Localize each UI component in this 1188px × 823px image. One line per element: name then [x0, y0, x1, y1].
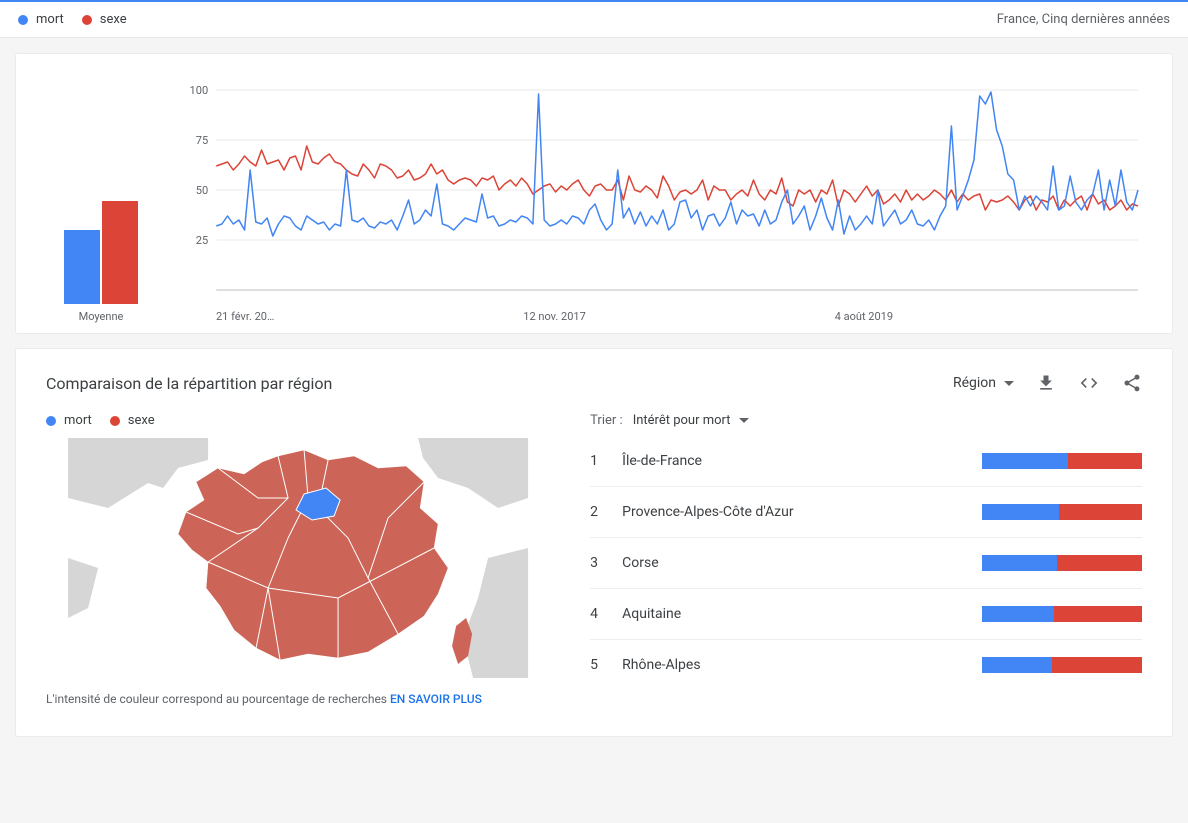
chevron-down-icon — [1004, 381, 1014, 386]
region-row[interactable]: 4 Aquitaine — [590, 589, 1142, 640]
dot-icon — [110, 416, 120, 426]
dot-icon — [18, 15, 28, 25]
line-chart[interactable]: 25 50 75 100 21 févr. 20… 12 nov. 2017 4 ao… — [176, 84, 1142, 323]
share-bar — [982, 657, 1142, 673]
svg-text:75: 75 — [196, 134, 208, 147]
dot-icon — [46, 416, 56, 426]
france-map[interactable] — [46, 438, 550, 678]
region-name: Corse — [622, 555, 964, 571]
legend-label-1: mort — [64, 413, 92, 428]
average-label: Moyenne — [46, 310, 156, 323]
svg-text:25: 25 — [196, 234, 208, 247]
region-name: Aquitaine — [622, 606, 964, 622]
share-bar — [982, 555, 1142, 571]
legend-chip-2: sexe — [82, 12, 127, 27]
legend-chip-1: mort — [46, 413, 92, 428]
location-label: France, Cinq dernières années — [997, 12, 1170, 27]
region-row[interactable]: 3 Corse — [590, 538, 1142, 589]
chevron-down-icon — [739, 418, 749, 423]
map-legend: mort sexe — [46, 413, 550, 428]
svg-text:50: 50 — [196, 184, 208, 197]
x-axis-labels: 21 févr. 20… 12 nov. 2017 4 août 2019 — [176, 304, 1142, 323]
avg-bar-1 — [64, 230, 100, 304]
x-label: 21 févr. 20… — [216, 310, 274, 323]
region-name: Provence-Alpes-Côte d'Azur — [622, 504, 964, 520]
legend-label-2: sexe — [100, 12, 127, 27]
region-rank: 2 — [590, 504, 604, 520]
download-icon[interactable] — [1036, 373, 1056, 393]
legend-chip-1: mort — [18, 12, 64, 27]
timeline-card: Moyenne 25 50 75 100 21 févr. 20… 12 nov. 2… — [16, 54, 1172, 333]
average-block: Moyenne — [46, 114, 156, 323]
region-rank: 4 — [590, 606, 604, 622]
region-title: Comparaison de la répartition par région — [46, 374, 332, 393]
legend-label-1: mort — [36, 12, 64, 27]
map-footnote: L'intensité de couleur correspond au pou… — [46, 692, 550, 706]
region-rank: 1 — [590, 453, 604, 469]
top-bar: mort sexe France, Cinq dernières années — [0, 0, 1188, 38]
share-icon[interactable] — [1122, 373, 1142, 393]
share-bar — [982, 606, 1142, 622]
dot-icon — [82, 15, 92, 25]
sort-dropdown[interactable]: Intérêt pour mort — [633, 413, 749, 428]
svg-text:100: 100 — [190, 84, 209, 97]
avg-bar-2 — [102, 201, 138, 304]
region-row[interactable]: 1 Île-de-France — [590, 436, 1142, 487]
embed-icon[interactable] — [1078, 373, 1100, 393]
region-rank: 5 — [590, 657, 604, 673]
legend-chip-2: sexe — [110, 413, 155, 428]
dropdown-label: Région — [953, 375, 996, 391]
region-list: 1 Île-de-France 2 Provence-Alpes-Côte d'Azu… — [590, 436, 1142, 690]
x-label: 12 nov. 2017 — [523, 310, 585, 323]
legend-label-2: sexe — [128, 413, 155, 428]
region-name: Rhône-Alpes — [622, 657, 964, 673]
learn-more-link[interactable]: EN SAVOIR PLUS — [390, 692, 482, 706]
share-bar — [982, 453, 1142, 469]
sort-label: Trier : — [590, 413, 623, 428]
share-bar — [982, 504, 1142, 520]
top-legend: mort sexe — [18, 12, 127, 27]
region-dropdown[interactable]: Région — [953, 375, 1014, 391]
x-label: 4 août 2019 — [835, 310, 893, 323]
region-name: Île-de-France — [622, 453, 964, 469]
region-card: Comparaison de la répartition par région… — [16, 349, 1172, 736]
region-row[interactable]: 2 Provence-Alpes-Côte d'Azur — [590, 487, 1142, 538]
region-row[interactable]: 5 Rhône-Alpes — [590, 640, 1142, 690]
region-rank: 3 — [590, 555, 604, 571]
